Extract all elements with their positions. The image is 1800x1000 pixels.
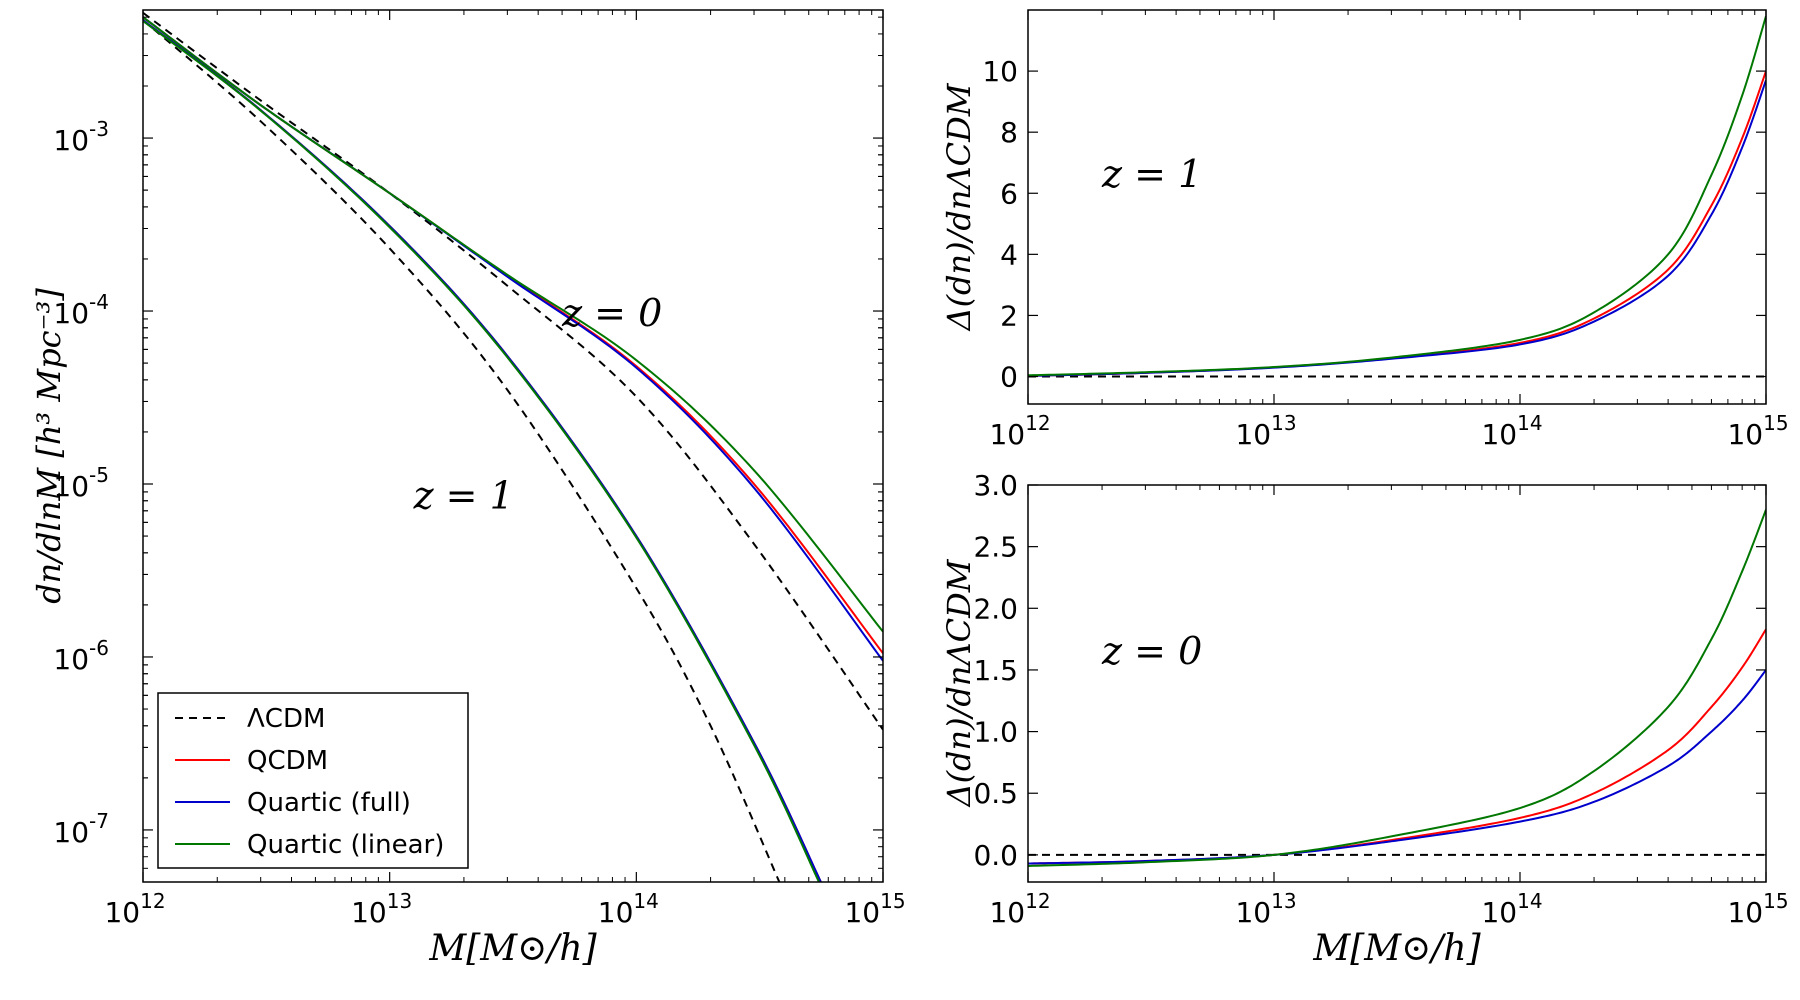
series-line-mass-function-quartic-linear-z-1	[143, 20, 820, 882]
x-tick-exponent: 12	[1025, 411, 1050, 435]
ratio-z1-annotations: z = 1	[1101, 152, 1202, 196]
mass-function-series-group	[143, 11, 883, 882]
legend-label-quartic-full: Quartic (full)	[247, 788, 411, 818]
x-tick-label: 1013	[1235, 889, 1296, 929]
x-tick-exponent: 12	[140, 889, 165, 913]
ratio-z1-series-group	[1028, 15, 1766, 378]
y-tick-exponent: -7	[89, 809, 109, 833]
series-line-ratio-z0-quartic-linear	[1028, 509, 1766, 867]
x-tick-exponent: 15	[1763, 889, 1788, 913]
x-tick-exponent: 14	[1517, 889, 1542, 913]
x-tick-label: 1013	[1235, 411, 1296, 451]
y-tick-exponent: -3	[89, 117, 109, 141]
x-tick-exponent: 15	[880, 889, 905, 913]
ratio-z1-axes-frame	[1027, 9, 1767, 405]
y-tick-label: 10-6	[53, 636, 109, 676]
ratio-z0-axes-frame	[1027, 484, 1767, 883]
mass-function-y-ticks: 10-310-410-510-610-7	[53, 16, 883, 869]
x-tick-label: 1014	[1481, 411, 1542, 451]
x-tick-exponent: 13	[1271, 411, 1296, 435]
y-tick-label: 8	[1000, 116, 1018, 149]
mass-function-panel: 1012 1013 1014 1015 10-310-410-510-610-7 z …	[30, 9, 906, 969]
mass-function-x-axis-label: M[M⊙/h]	[428, 928, 597, 969]
legend-entry-lcdm: ΛCDM	[175, 704, 325, 734]
ratio-z0-annotations: z = 0	[1101, 629, 1202, 673]
y-tick-label: 3.0	[973, 469, 1018, 502]
y-tick-label: 0.0	[973, 839, 1018, 872]
legend-label-lcdm: ΛCDM	[247, 704, 325, 734]
mass-function-axes-frame	[142, 9, 884, 883]
y-tick-label: 0.5	[973, 777, 1018, 810]
series-line-ratio-z1-quartic-linear	[1028, 15, 1766, 377]
y-tick-label: 0	[1000, 361, 1018, 394]
annotation-z-1: z = 1	[413, 474, 514, 518]
x-tick-exponent: 14	[1517, 411, 1542, 435]
mass-function-y-axis-label: dn/dlnM [h³ Mpc⁻³]	[30, 288, 68, 604]
legend-label-qcdm: QCDM	[247, 746, 328, 776]
legend-entry-quartic-full: Quartic (full)	[175, 788, 411, 818]
ratio-z1-x-ticks: 1012 1013 1014 1015	[989, 10, 1789, 451]
y-tick-label: 6	[1000, 177, 1018, 210]
x-tick-label: 1014	[598, 889, 659, 929]
y-tick-label: 10-5	[53, 463, 109, 503]
legend-entry-quartic-linear: Quartic (linear)	[175, 830, 444, 860]
x-tick-label: 1013	[351, 889, 412, 929]
series-line-ratio-z1-qcdm	[1028, 70, 1766, 377]
annotation-z-1: z = 1	[1101, 152, 1202, 196]
y-tick-exponent: -5	[89, 463, 109, 487]
y-tick-label: 1.5	[973, 654, 1018, 687]
x-tick-exponent: 15	[1763, 411, 1788, 435]
series-line-mass-function-qcdm-z-0	[143, 16, 883, 654]
mass-function-annotations: z = 0 z = 1	[413, 291, 663, 518]
x-tick-exponent: 13	[1271, 889, 1296, 913]
y-tick-label: 2.0	[973, 592, 1018, 625]
legend-box	[157, 692, 469, 869]
mass-function-x-ticks: 1012 1013 1014 1015	[104, 10, 906, 929]
x-tick-label: 1012	[104, 889, 165, 929]
y-tick-label: 10	[982, 55, 1018, 88]
series-line-mass-function-quartic-full-z-0	[143, 16, 883, 662]
series-line-mass-function-quartic-linear-z-0	[143, 16, 883, 633]
series-line-mass-function-lcdm-z-1	[143, 19, 781, 882]
x-tick-label: 1015	[1727, 411, 1788, 451]
ratio-z1-y-ticks: 0 2 4 6 8 10	[982, 55, 1766, 394]
series-line-mass-function-lcdm-z-0	[143, 11, 883, 731]
x-tick-exponent: 13	[387, 889, 412, 913]
ratio-z0-panel: 1012 1013 1014 1015 0.0 0.5 1.0 1.5 2.0 2.5 3.0 z…	[940, 469, 1789, 969]
ratio-z1-y-axis-label: Δ(dn)/dnΛCDM	[940, 82, 978, 332]
y-tick-label: 1.0	[973, 716, 1018, 749]
legend: ΛCDM QCDM Quartic (full) Quartic (linear…	[157, 692, 469, 869]
ratio-z0-x-axis-label: M[M⊙/h]	[1312, 928, 1481, 969]
y-tick-label: 4	[1000, 238, 1018, 271]
x-tick-label: 1015	[844, 889, 905, 929]
ratio-z1-panel: 1012 1013 1014 1015 0 2 4 6 8 10 z = 1 Δ(dn)/dnΛ…	[940, 9, 1789, 451]
x-tick-label: 1014	[1481, 889, 1542, 929]
legend-entry-qcdm: QCDM	[175, 746, 328, 776]
x-tick-label: 1015	[1727, 889, 1788, 929]
y-tick-label: 2.5	[973, 531, 1018, 564]
ratio-z0-y-ticks: 0.0 0.5 1.0 1.5 2.0 2.5 3.0	[973, 469, 1766, 872]
ratio-z0-series-group	[1028, 509, 1766, 867]
annotation-z-0: z = 0	[1101, 629, 1202, 673]
annotation-z-0: z = 0	[561, 291, 662, 335]
x-tick-label: 1012	[989, 889, 1050, 929]
y-tick-exponent: -6	[89, 636, 109, 660]
y-tick-label: 10-7	[53, 809, 109, 849]
y-tick-label: 2	[1000, 299, 1018, 332]
ratio-z0-y-axis-label: Δ(dn)/dnΛCDM	[940, 558, 978, 808]
y-tick-label: 10-3	[53, 117, 109, 157]
x-tick-label: 1012	[989, 411, 1050, 451]
y-tick-exponent: -4	[89, 290, 109, 314]
series-line-ratio-z1-quartic-full	[1028, 79, 1766, 377]
x-tick-exponent: 14	[633, 889, 658, 913]
legend-label-quartic-linear: Quartic (linear)	[247, 830, 444, 860]
x-tick-exponent: 12	[1025, 889, 1050, 913]
